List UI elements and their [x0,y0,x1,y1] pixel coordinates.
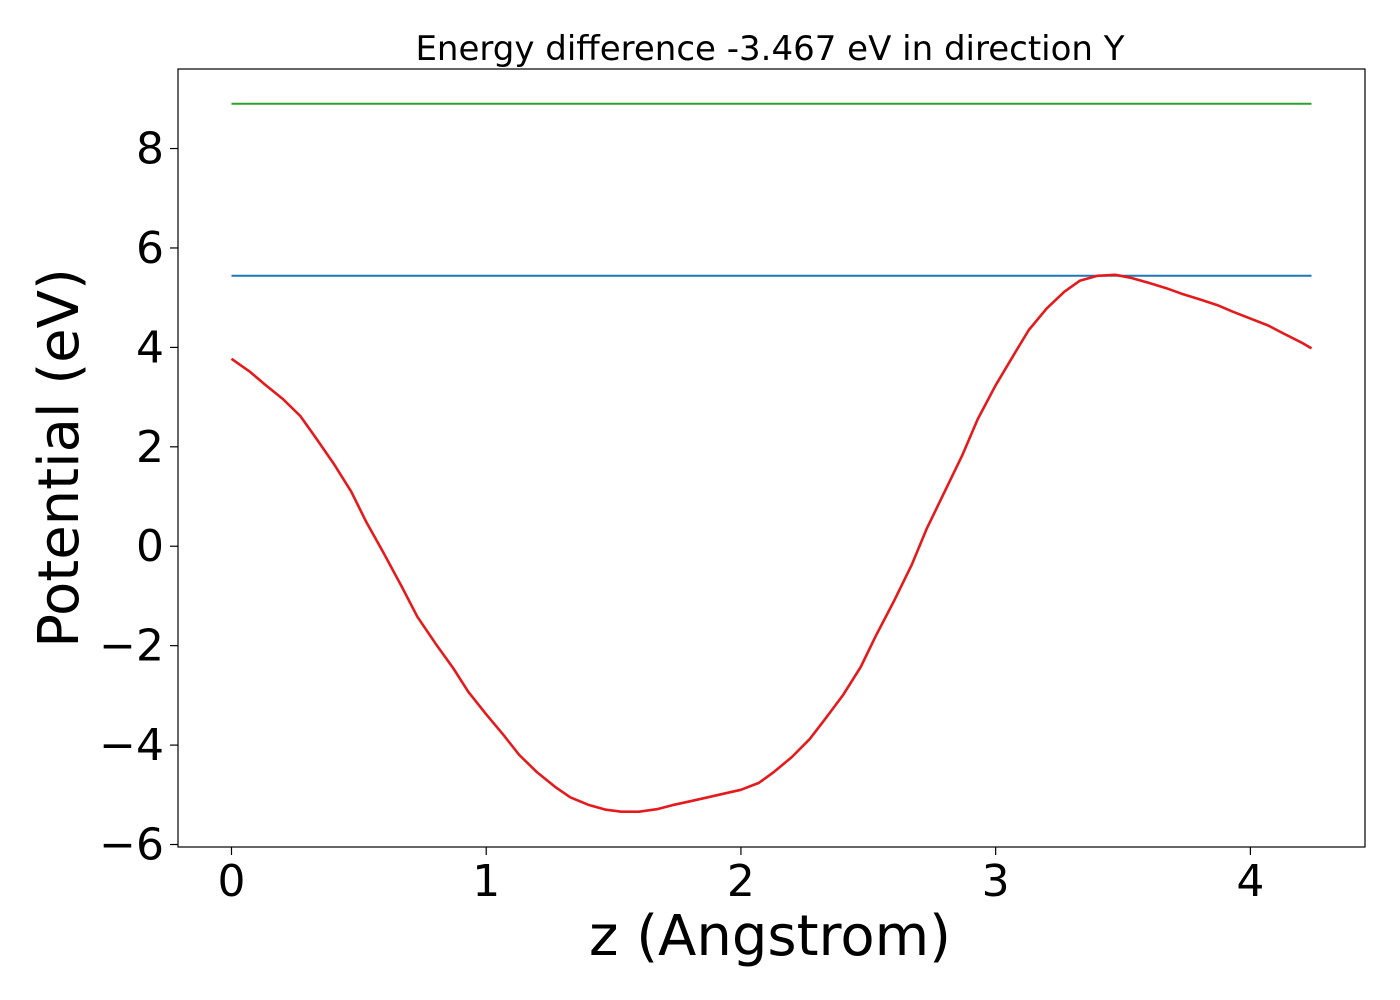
y-axis-label: Potential (eV) [27,268,92,648]
y-tick-label: 2 [136,422,164,473]
y-tick-label: 6 [136,223,164,274]
y-tick-label: 4 [136,322,164,373]
y-tick-label: −2 [99,621,164,672]
x-tick-label: 1 [472,856,500,907]
x-tick-label: 3 [982,856,1010,907]
series-layer [230,102,1313,814]
y-tick-label: 0 [136,521,164,572]
x-tick-label: 4 [1236,856,1264,907]
x-tick-label: 0 [217,856,245,907]
axes-frame [177,68,1366,848]
x-tick-label: 2 [727,856,755,907]
y-tick-label: 8 [136,124,164,175]
plot-area: 0 1 2 3 4 −6 −4 −2 0 2 4 6 8 [99,68,1366,907]
x-axis-label: z (Angstrom) [589,904,951,969]
chart-title: Energy difference -3.467 eV in direction… [415,29,1124,69]
ticks-layer: 0 1 2 3 4 −6 −4 −2 0 2 4 6 8 [99,124,1264,907]
y-tick-label: −4 [99,720,164,771]
series-line-2 [230,273,1313,814]
y-tick-label: −6 [99,820,164,871]
